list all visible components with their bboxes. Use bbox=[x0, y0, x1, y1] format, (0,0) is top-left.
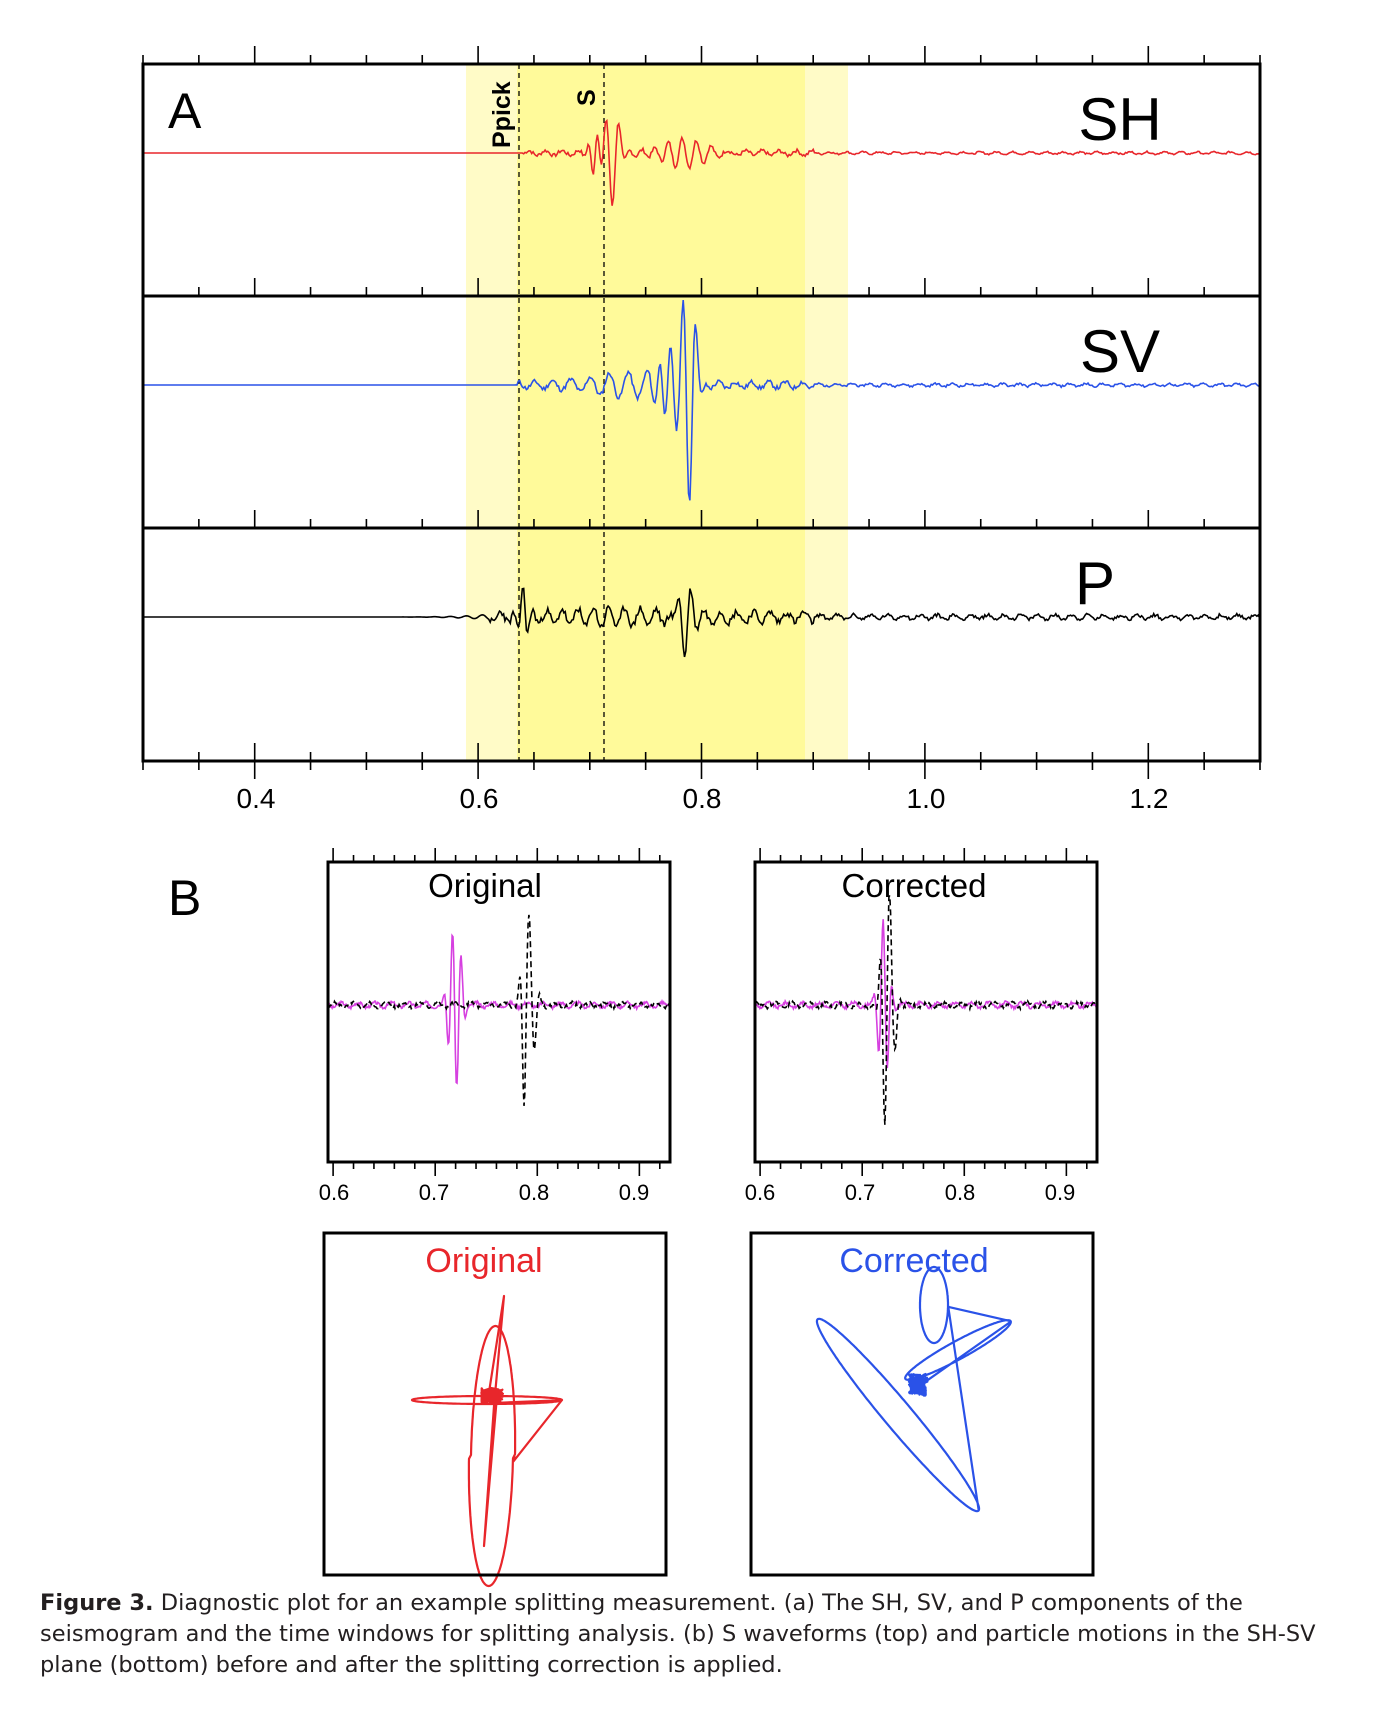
panel-b-ticks bbox=[332, 848, 1088, 1176]
x-tick-label: 0.6 bbox=[745, 1180, 776, 1205]
svg-text:SH: SH bbox=[1078, 86, 1161, 153]
particle-motion-corrected bbox=[815, 1265, 1012, 1513]
particle-motion-original-title: Original bbox=[425, 1242, 542, 1280]
s-marker-label: S bbox=[573, 89, 601, 106]
dashed-trace bbox=[754, 892, 1097, 1126]
waveform-corrected-panel: Corrected bbox=[753, 860, 1099, 1164]
x-tick-label: 0.6 bbox=[460, 783, 499, 814]
particle-motion-corrected-title: Corrected bbox=[839, 1242, 988, 1280]
particle-motion-original bbox=[410, 1294, 564, 1588]
sh-trace bbox=[143, 118, 1260, 206]
x-tick-label: 0.8 bbox=[519, 1180, 550, 1205]
waveform-original-title: Original bbox=[428, 867, 542, 904]
particle-motion-corrected-panel: Corrected bbox=[749, 1231, 1095, 1577]
panel-b: B Original Corrected 0.6 0.7 0.8 0.9 0.6… bbox=[168, 848, 1099, 1588]
x-tick-label: 0.9 bbox=[619, 1180, 650, 1205]
x-tick-label: 0.8 bbox=[683, 783, 722, 814]
caption-text: Diagnostic plot for an example splitting… bbox=[40, 1590, 1316, 1678]
x-tick-label: 0.4 bbox=[237, 783, 276, 814]
x-tick-label: 0.7 bbox=[845, 1180, 876, 1205]
window-inner bbox=[517, 64, 805, 761]
x-tick-label: 0.8 bbox=[945, 1180, 976, 1205]
panel-a-tick-labels: 0.4 0.6 0.8 1.0 1.2 bbox=[237, 783, 1169, 814]
x-tick-label: 0.6 bbox=[319, 1180, 350, 1205]
particle-motion-original-panel: Original bbox=[322, 1231, 668, 1588]
waveform-corrected-title: Corrected bbox=[842, 867, 987, 904]
panel-a-ticks bbox=[142, 46, 1261, 779]
figure-caption: Figure 3. Diagnostic plot for an example… bbox=[40, 1588, 1350, 1681]
ppick-marker-label: Ppick bbox=[488, 81, 516, 148]
p-trace bbox=[143, 587, 1261, 658]
waveform-original-panel: Original bbox=[326, 860, 672, 1164]
panel-a: A Ppick S SH SV P 0.4 0.6 0.8 1.0 1.2 bbox=[141, 46, 1262, 814]
panel-b-tick-labels: 0.6 0.7 0.8 0.9 0.6 0.7 0.8 0.9 bbox=[319, 1180, 1076, 1205]
x-tick-label: 0.7 bbox=[419, 1180, 450, 1205]
figure-label: Figure 3. bbox=[40, 1590, 154, 1616]
dashed-trace bbox=[327, 914, 670, 1106]
x-tick-label: 0.9 bbox=[1045, 1180, 1076, 1205]
x-tick-label: 1.0 bbox=[907, 783, 946, 814]
magenta-trace bbox=[754, 919, 1098, 1069]
x-tick-label: 1.2 bbox=[1130, 783, 1169, 814]
svg-text:P: P bbox=[1075, 550, 1115, 617]
panel-b-label: B bbox=[168, 870, 201, 926]
magenta-trace bbox=[327, 933, 670, 1085]
sv-trace bbox=[143, 300, 1260, 501]
svg-text:SV: SV bbox=[1080, 318, 1160, 385]
panel-a-label: A bbox=[168, 83, 202, 139]
